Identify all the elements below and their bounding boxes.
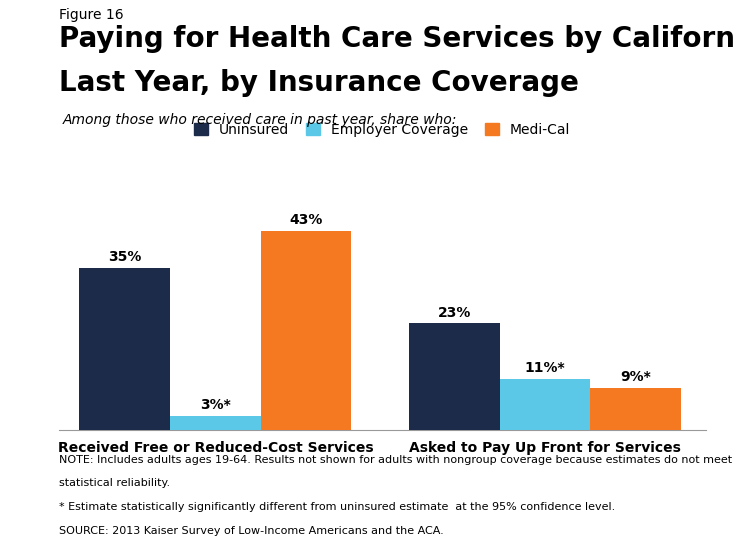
Text: 43%: 43%	[290, 213, 323, 227]
Text: statistical reliability.: statistical reliability.	[59, 478, 170, 488]
Text: 35%: 35%	[108, 250, 141, 264]
Text: 23%: 23%	[437, 306, 471, 320]
Text: 3%*: 3%*	[200, 398, 231, 412]
Legend: Uninsured, Employer Coverage, Medi-Cal: Uninsured, Employer Coverage, Medi-Cal	[189, 117, 576, 143]
Text: 11%*: 11%*	[525, 361, 565, 375]
Text: Figure 16: Figure 16	[59, 8, 123, 22]
Text: 9%*: 9%*	[620, 370, 651, 385]
Bar	[409, 323, 500, 430]
Text: Paying for Health Care Services by California Adults in the: Paying for Health Care Services by Calif…	[59, 25, 735, 53]
Text: NOTE: Includes adults ages 19-64. Results not shown for adults with nongroup cov: NOTE: Includes adults ages 19-64. Result…	[59, 455, 735, 464]
Text: Among those who received care in past year, share who:: Among those who received care in past ye…	[62, 113, 457, 127]
Text: THE HENRY J.: THE HENRY J.	[646, 477, 692, 482]
Text: SOURCE: 2013 Kaiser Survey of Low-Income Americans and the ACA.: SOURCE: 2013 Kaiser Survey of Low-Income…	[59, 526, 443, 536]
Text: Last Year, by Insurance Coverage: Last Year, by Insurance Coverage	[59, 69, 578, 97]
Bar	[170, 416, 261, 430]
Text: FOUNDATION: FOUNDATION	[635, 528, 703, 537]
Bar	[500, 379, 590, 430]
Bar	[261, 231, 351, 430]
Bar	[79, 268, 170, 430]
Bar	[590, 388, 681, 430]
Text: FAMILY: FAMILY	[642, 507, 696, 522]
Text: * Estimate statistically significantly different from uninsured estimate  at the: * Estimate statistically significantly d…	[59, 502, 615, 512]
Text: KAISER: KAISER	[640, 490, 698, 504]
